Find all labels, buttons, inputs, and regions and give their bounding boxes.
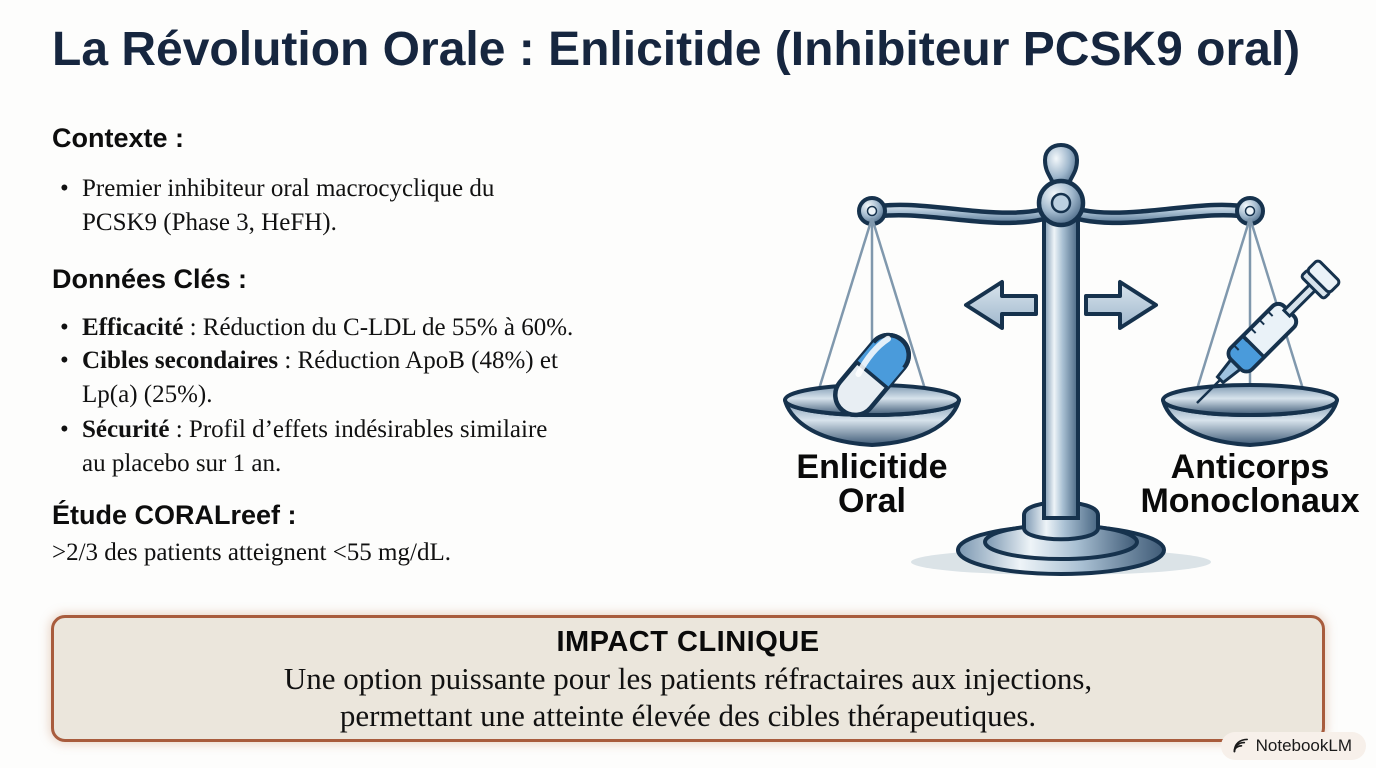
- svg-text:Oral: Oral: [838, 482, 906, 520]
- svg-text:Monoclonaux: Monoclonaux: [1140, 482, 1359, 520]
- svg-text:Anticorps: Anticorps: [1171, 448, 1330, 486]
- svg-text:Enlicitide: Enlicitide: [796, 448, 947, 486]
